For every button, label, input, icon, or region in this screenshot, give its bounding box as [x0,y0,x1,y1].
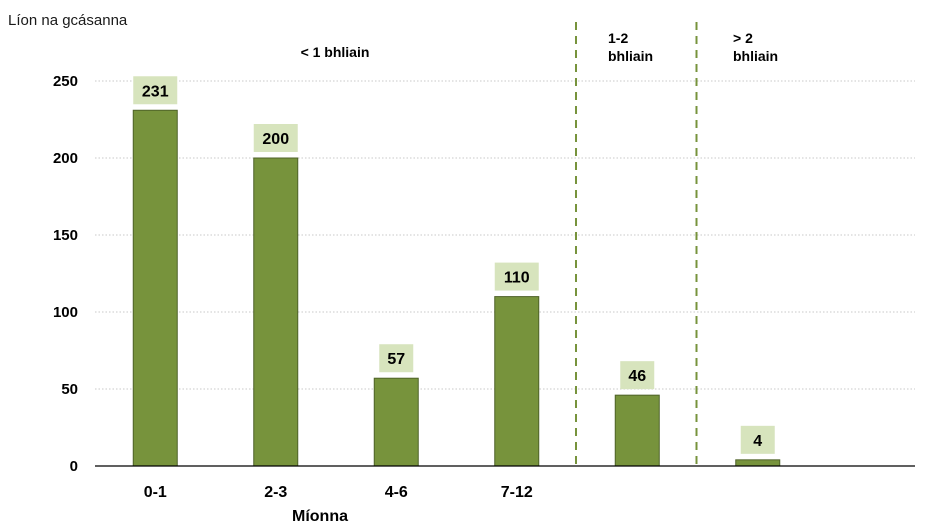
x-axis-title: Míonna [292,508,348,525]
bar [735,459,781,467]
x-tick-label: 7-12 [501,484,533,501]
data-label-box [740,425,775,454]
x-tick-label: 4-6 [385,484,408,501]
y-tick-label: 50 [61,381,78,398]
data-label: 57 [387,351,405,368]
data-label: 200 [262,131,289,148]
group-label: < 1 bhliain [301,44,370,60]
group-label: > 2 [733,30,753,46]
y-axis-title: Líon na gcásanna [8,12,128,29]
data-label-box [253,124,298,152]
data-label: 46 [628,368,646,385]
bar [373,377,419,467]
y-tick-label: 150 [53,227,78,244]
bar [614,394,660,467]
data-label-box [133,76,178,105]
y-tick-label: 250 [53,73,78,90]
data-label: 4 [753,433,762,450]
data-label-box [494,262,539,291]
group-label: bhliain [608,48,653,64]
data-label-box [620,361,655,390]
bar [494,296,540,467]
data-label: 110 [504,270,530,287]
y-tick-label: 200 [53,150,78,167]
y-tick-label: 0 [70,458,78,475]
bar [132,109,178,467]
bar [253,157,299,467]
data-label-box [379,344,414,373]
data-label: 231 [142,83,169,100]
group-label: 1-2 [608,30,628,46]
x-tick-label: 0-1 [144,484,167,501]
group-label: bhliain [733,48,778,64]
y-tick-label: 100 [53,304,78,321]
x-tick-label: 2-3 [264,484,287,501]
